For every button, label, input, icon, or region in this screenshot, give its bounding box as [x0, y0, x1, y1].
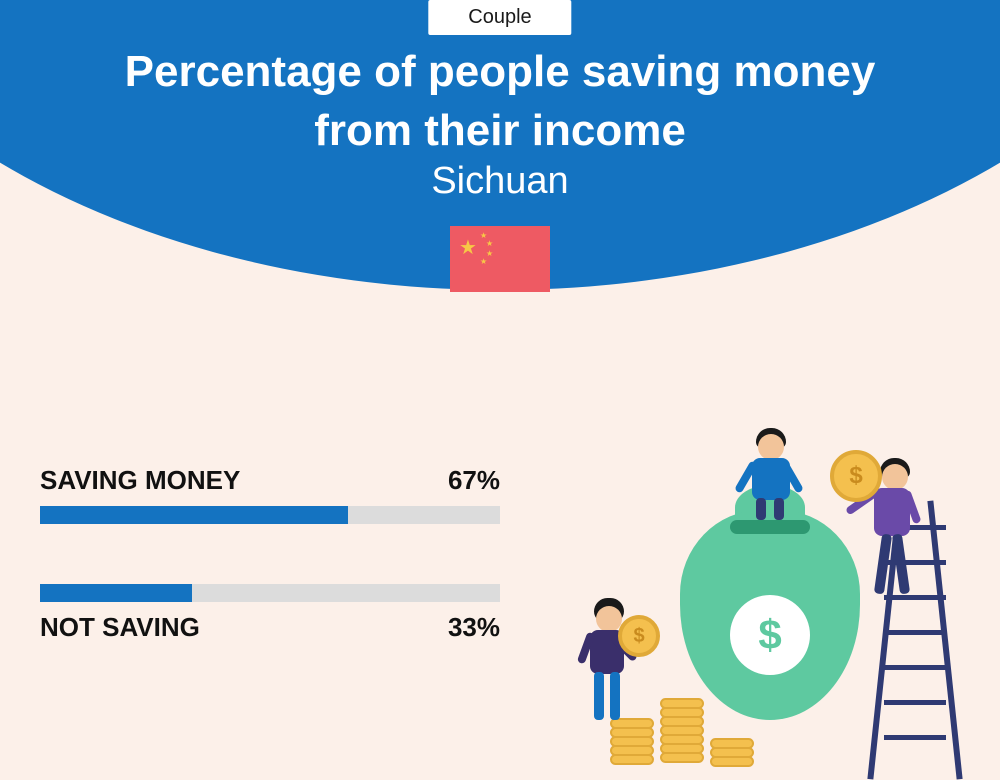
star-icon: ★ [459, 235, 477, 260]
category-pill: Couple [428, 0, 571, 35]
bars-section: SAVING MONEY 67% NOT SAVING 33% [40, 465, 500, 703]
coin-stack-icon [660, 700, 704, 763]
bar-value: 67% [448, 465, 500, 496]
bar-label: NOT SAVING [40, 612, 200, 643]
bar-header: SAVING MONEY 67% [40, 465, 500, 496]
star-icon: ★ [480, 257, 487, 266]
bar-value: 33% [448, 612, 500, 643]
coin-stack-icon [610, 720, 654, 765]
bar-track [40, 506, 500, 524]
region-subtitle: Sichuan [0, 160, 1000, 203]
page-title: Percentage of people saving money from t… [0, 42, 1000, 161]
bar-fill [40, 584, 192, 602]
bar-fill [40, 506, 348, 524]
money-bag-tie [730, 520, 810, 534]
money-bag-symbol: $ [730, 595, 810, 675]
bar-track [40, 584, 500, 602]
coin-icon: $ [830, 450, 882, 502]
coin-icon: $ [618, 615, 660, 657]
coin-stack-icon [710, 740, 754, 767]
savings-illustration: $ $ [560, 420, 980, 776]
star-icon: ★ [486, 239, 493, 248]
china-flag-icon: ★ ★ ★ ★ ★ [450, 226, 550, 292]
category-label: Couple [468, 6, 531, 28]
title-line-1: Percentage of people saving money [125, 47, 876, 96]
title-line-2: from their income [314, 106, 686, 155]
bar-saving-money: SAVING MONEY 67% [40, 465, 500, 524]
bar-header: NOT SAVING 33% [40, 612, 500, 643]
bar-not-saving: NOT SAVING 33% [40, 584, 500, 643]
bar-label: SAVING MONEY [40, 465, 240, 496]
